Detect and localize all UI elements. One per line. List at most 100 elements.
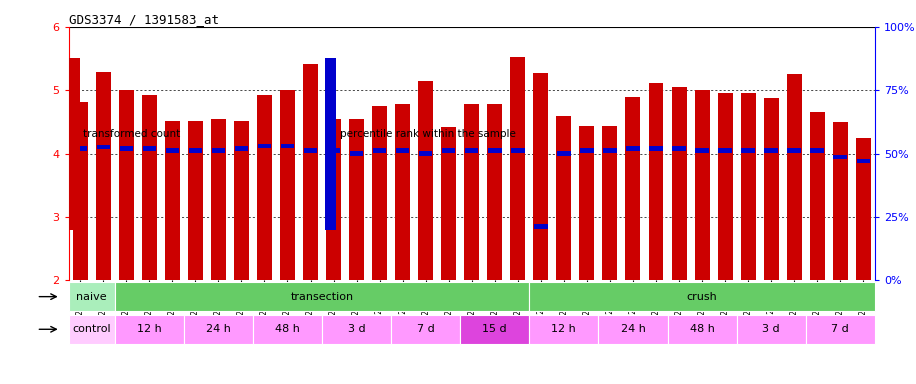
Bar [856, 159, 870, 164]
Bar [649, 146, 662, 151]
Bar [810, 113, 824, 280]
Bar [765, 148, 778, 153]
Bar [557, 151, 571, 156]
Bar [281, 144, 294, 148]
Bar [465, 148, 478, 153]
Bar [529, 282, 875, 311]
Bar [627, 146, 639, 151]
Bar [184, 314, 253, 344]
Text: 12 h: 12 h [136, 324, 162, 334]
Bar [834, 154, 847, 159]
Bar [326, 119, 341, 280]
Text: transformed count: transformed count [83, 129, 180, 139]
Bar [529, 314, 598, 344]
Bar [533, 73, 549, 280]
Bar [442, 127, 456, 280]
Bar [350, 151, 364, 156]
Bar [234, 121, 249, 280]
Text: naive: naive [76, 291, 107, 302]
Bar [373, 148, 387, 153]
Text: 24 h: 24 h [206, 324, 231, 334]
Bar [811, 148, 823, 153]
Bar [833, 122, 847, 280]
Bar [280, 90, 295, 280]
Bar [671, 87, 686, 280]
Bar [856, 138, 871, 280]
Bar [442, 148, 455, 153]
Bar [212, 148, 225, 153]
Bar [580, 126, 594, 280]
Bar [396, 148, 409, 153]
Bar [534, 224, 548, 229]
Bar [626, 96, 640, 280]
Text: 48 h: 48 h [275, 324, 300, 334]
Text: percentile rank within the sample: percentile rank within the sample [340, 129, 516, 139]
Text: 3 d: 3 d [762, 324, 780, 334]
Bar [603, 126, 617, 280]
Bar [211, 119, 226, 280]
Bar [741, 93, 756, 280]
Text: crush: crush [687, 291, 717, 302]
Bar [69, 282, 114, 311]
Bar [604, 148, 616, 153]
Bar [488, 148, 501, 153]
Bar [325, 58, 336, 230]
Text: 15 d: 15 d [483, 324, 507, 334]
Text: GDS3374 / 1391583_at: GDS3374 / 1391583_at [69, 13, 219, 26]
Bar [395, 104, 410, 280]
Bar [119, 90, 134, 280]
Bar [419, 81, 433, 280]
Bar [322, 314, 391, 344]
Bar [114, 314, 184, 344]
Bar [165, 121, 180, 280]
Bar [736, 314, 806, 344]
Bar [349, 119, 364, 280]
Bar [114, 282, 529, 311]
Bar [464, 104, 479, 280]
Text: 48 h: 48 h [690, 324, 714, 334]
Bar [510, 57, 525, 280]
Text: 12 h: 12 h [551, 324, 576, 334]
Bar [672, 146, 686, 151]
Bar [189, 148, 202, 153]
Bar [695, 148, 709, 153]
Bar [764, 98, 779, 280]
Bar [372, 106, 387, 280]
Bar [694, 90, 710, 280]
Bar [69, 314, 114, 344]
Bar [327, 148, 340, 153]
Bar [649, 83, 663, 280]
Bar [234, 146, 248, 151]
Bar [303, 64, 318, 280]
Bar [668, 314, 736, 344]
Text: 3 d: 3 d [348, 324, 365, 334]
Bar [598, 314, 668, 344]
Bar [556, 116, 572, 280]
Text: 7 d: 7 d [417, 324, 434, 334]
Bar [166, 148, 179, 153]
Bar [718, 148, 732, 153]
Text: 7 d: 7 d [832, 324, 849, 334]
Bar [253, 314, 322, 344]
Bar [580, 148, 594, 153]
Bar [304, 148, 317, 153]
Bar [787, 74, 802, 280]
Bar [96, 145, 110, 149]
Bar [73, 146, 87, 151]
Text: control: control [72, 324, 111, 334]
Bar [511, 148, 525, 153]
Bar [143, 146, 156, 151]
Text: transection: transection [290, 291, 354, 302]
Bar [487, 104, 502, 280]
Text: 24 h: 24 h [620, 324, 646, 334]
Bar [741, 148, 755, 153]
Bar [72, 102, 88, 280]
Bar [96, 73, 111, 280]
Bar [788, 148, 801, 153]
Bar [142, 95, 157, 280]
Bar [257, 95, 272, 280]
Bar [188, 121, 202, 280]
Bar [120, 146, 133, 151]
Bar [806, 314, 875, 344]
Bar [717, 93, 733, 280]
